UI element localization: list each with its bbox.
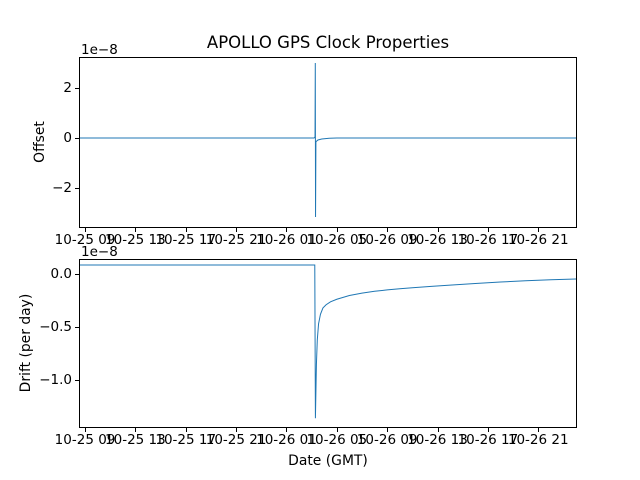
x-axis-label: Date (GMT) xyxy=(288,453,368,469)
offset-x-tick xyxy=(85,228,87,232)
drift-x-tick xyxy=(85,428,87,432)
drift-y-tick xyxy=(75,327,79,328)
offset-y-tick xyxy=(75,138,79,139)
drift-y-tick xyxy=(75,380,79,382)
offset-line-series xyxy=(80,62,576,218)
offset-y-tick-label: 0 xyxy=(63,130,72,146)
offset-x-tick-label: 10-26 21 xyxy=(507,232,569,248)
drift-x-tick-label: 10-25 09 xyxy=(54,432,116,448)
offset-x-tick xyxy=(487,228,489,232)
drift-y-tick xyxy=(75,273,79,275)
drift-y-tick-label: −1.0 xyxy=(39,372,72,389)
drift-x-tick xyxy=(336,428,338,432)
drift-x-tick-label: 10-26 21 xyxy=(507,432,569,448)
drift-x-tick-label: 10-26 13 xyxy=(407,432,468,448)
offset-x-tick xyxy=(538,228,540,232)
offset-x-tick-label: 10-26 09 xyxy=(356,232,418,248)
drift-x-tick-label: 10-26 05 xyxy=(306,432,368,448)
drift-x-tick xyxy=(437,428,439,432)
offset-x-tick-label: 10-25 09 xyxy=(54,232,116,248)
drift-y-tick-label: 0.0 xyxy=(50,265,72,282)
drift-x-tick-label: 10-26 17 xyxy=(457,432,519,448)
offset-y-tick-label: 2 xyxy=(63,80,72,96)
offset-x-tick xyxy=(135,228,137,232)
drift-x-tick xyxy=(236,428,238,432)
offset-y-tick-label: −2 xyxy=(52,180,72,196)
chart-title: APOLLO GPS Clock Properties xyxy=(206,33,450,52)
drift-x-tick xyxy=(387,428,389,432)
offset-x-tick-label: 10-25 13 xyxy=(105,232,166,248)
offset-x-tick-label: 10-26 17 xyxy=(457,232,519,248)
drift-x-tick xyxy=(538,428,540,432)
drift-y-axis-label: Drift (per day) xyxy=(18,293,34,393)
clock-drift-per-day-1e-8-polyline xyxy=(80,264,576,419)
drift-x-tick xyxy=(286,428,288,432)
drift-line-series xyxy=(80,264,576,419)
drift-plot-area xyxy=(79,259,577,428)
offset-x-tick xyxy=(185,228,187,232)
drift-x-tick-label: 10-25 17 xyxy=(155,432,217,448)
drift-x-tick xyxy=(185,428,187,432)
drift-y-tick-label: −0.5 xyxy=(39,319,72,335)
drift-x-tick-label: 10-25 13 xyxy=(105,432,166,448)
offset-y-axis-label: Offset xyxy=(32,121,48,163)
offset-x-tick xyxy=(336,228,338,232)
drift-x-tick-label: 10-26 01 xyxy=(256,432,317,448)
clock-offset-1e-8-polyline xyxy=(80,62,576,218)
drift-x-tick xyxy=(135,428,137,432)
offset-y-tick xyxy=(75,88,79,89)
drift-x-tick-label: 10-26 09 xyxy=(356,432,418,448)
offset-x-tick-label: 10-25 21 xyxy=(205,232,267,248)
offset-x-tick-label: 10-25 17 xyxy=(155,232,217,248)
drift-x-tick xyxy=(487,428,489,432)
offset-x-tick xyxy=(286,228,288,232)
drift-axis-scale-text: 1e−8 xyxy=(81,244,118,260)
offset-axis-scale-text: 1e−8 xyxy=(81,42,118,58)
offset-x-tick-label: 10-26 01 xyxy=(256,232,317,248)
offset-plot-area xyxy=(79,57,577,228)
offset-x-tick-label: 10-26 13 xyxy=(407,232,468,248)
offset-x-tick xyxy=(437,228,439,232)
offset-x-tick xyxy=(387,228,389,232)
offset-x-tick-label: 10-26 05 xyxy=(306,232,368,248)
offset-x-tick xyxy=(236,228,238,232)
offset-y-tick xyxy=(75,188,79,189)
drift-x-tick-label: 10-25 21 xyxy=(205,432,267,448)
